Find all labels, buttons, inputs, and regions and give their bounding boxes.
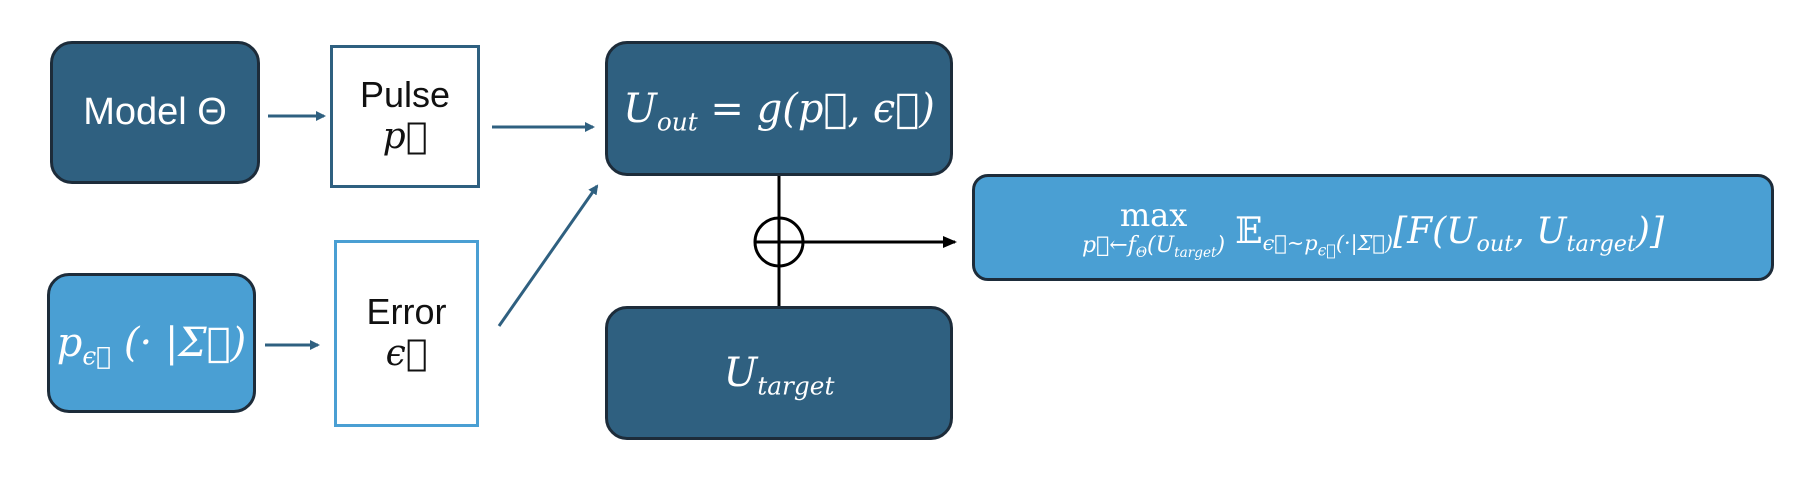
arrow-error-to-uout bbox=[497, 184, 599, 327]
u-out-box: Uout = g(p⃗, ϵ⃗) bbox=[605, 41, 953, 176]
error-box: Error ϵ⃗ bbox=[334, 240, 479, 427]
model-label: Model Θ bbox=[83, 91, 227, 133]
pulse-symbol: p⃗ bbox=[382, 115, 428, 157]
expectation-formula: 𝔼ϵ⃗∼pϵ⃗(·|Σ⃗)[F(Uout, Utarget)] bbox=[1235, 211, 1664, 260]
pulse-label: Pulse bbox=[359, 74, 451, 116]
error-symbol: ϵ⃗ bbox=[385, 332, 428, 374]
error-label: Error bbox=[366, 291, 447, 333]
max-operator: max p⃗←fΘ(Utarget) bbox=[1081, 195, 1226, 261]
objective-box: max p⃗←fΘ(Utarget) 𝔼ϵ⃗∼pϵ⃗(·|Σ⃗)[F(Uout,… bbox=[972, 174, 1774, 281]
noise-distribution-formula: pϵ⃗ (· |Σ⃗) bbox=[56, 320, 247, 371]
noise-distribution-box: pϵ⃗ (· |Σ⃗) bbox=[47, 273, 256, 413]
u-target-box: Utarget bbox=[605, 306, 953, 440]
model-box: Model Θ bbox=[50, 41, 260, 184]
u-target-formula: Utarget bbox=[723, 350, 835, 401]
pulse-box: Pulse p⃗ bbox=[330, 45, 480, 188]
u-out-formula: Uout = g(p⃗, ϵ⃗) bbox=[623, 85, 935, 137]
